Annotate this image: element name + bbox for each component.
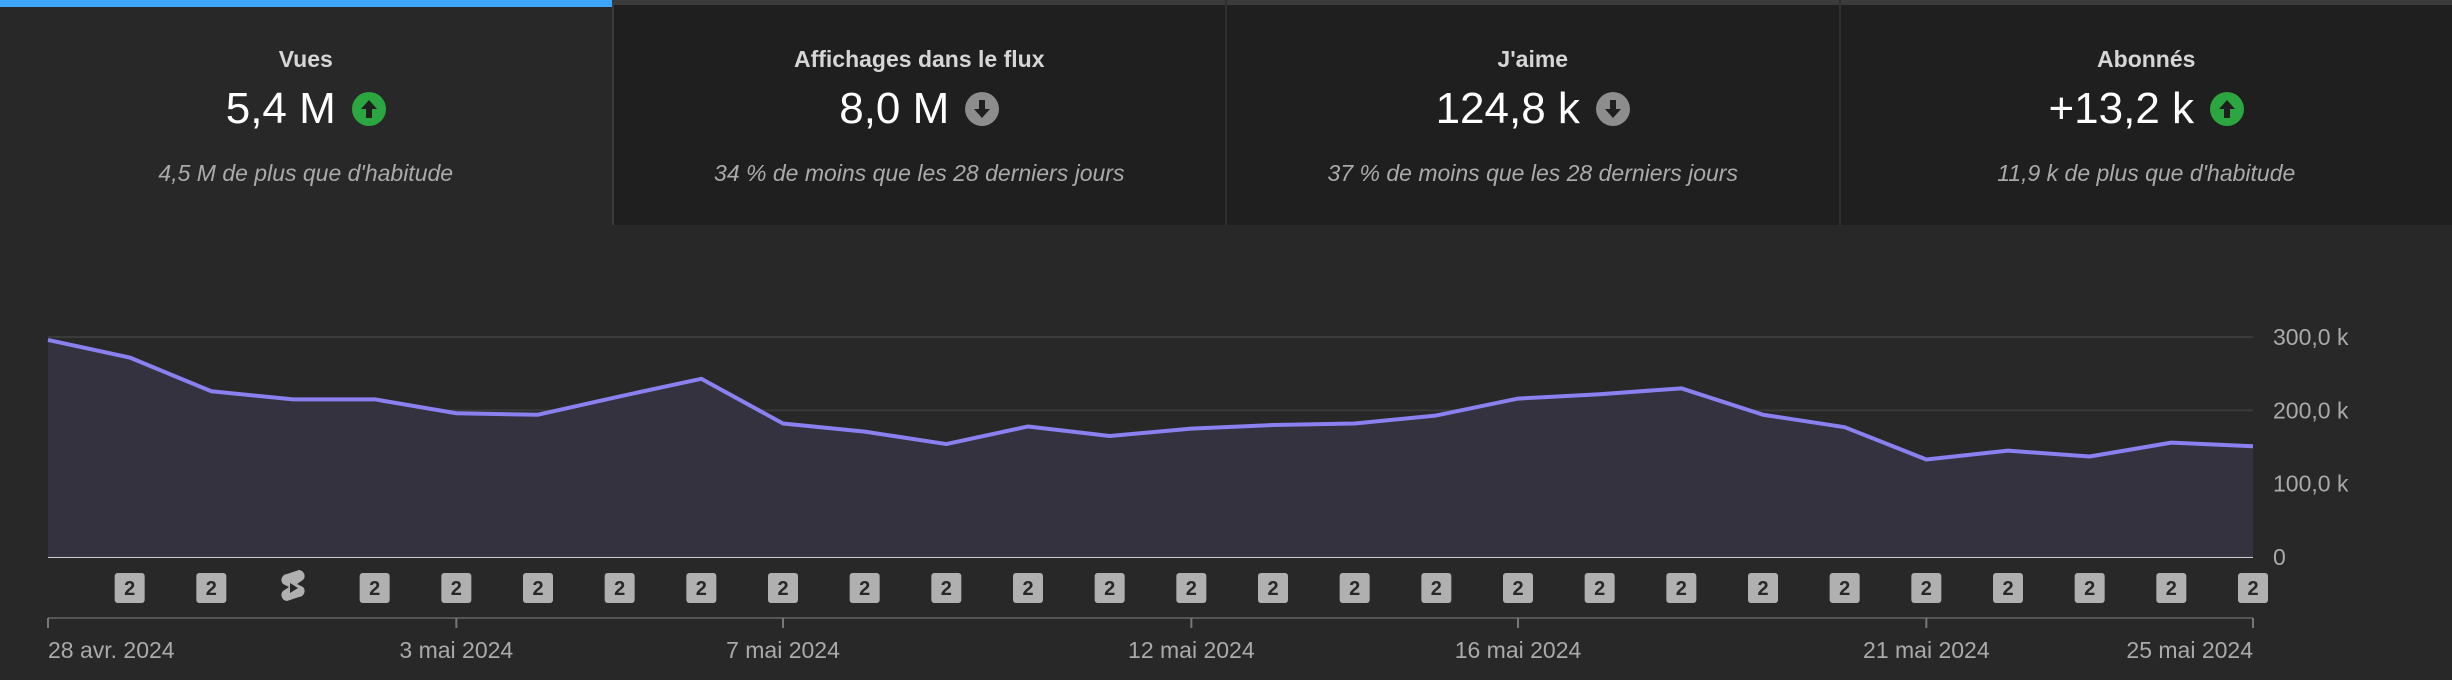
area-fill	[48, 339, 2253, 557]
metric-cards: Vues 5,4 M 4,5 M de plus que d'habitude …	[0, 0, 2452, 225]
video-marker[interactable]	[604, 573, 635, 603]
video-marker[interactable]	[849, 573, 880, 603]
metric-value: 8,0 M	[839, 84, 950, 133]
y-tick-label: 300,0 k	[2273, 324, 2349, 350]
video-marker-count: 2	[614, 578, 625, 600]
arrow-up-icon	[2210, 92, 2245, 126]
video-marker[interactable]	[1666, 573, 1697, 603]
series-line[interactable]	[47, 337, 2254, 462]
video-marker-count: 2	[451, 578, 462, 600]
video-marker-count: 2	[369, 578, 380, 600]
x-tick-label: 16 mai 2024	[1455, 637, 1582, 663]
metric-card-likes[interactable]: J'aime 124,8 k 37 % de moins que les 28 …	[1227, 0, 1841, 225]
arrow-up-icon	[351, 92, 386, 126]
video-marker[interactable]	[1339, 573, 1370, 603]
video-marker-count: 2	[2002, 578, 2013, 600]
video-marker[interactable]	[1911, 573, 1942, 603]
video-marker-count: 2	[2166, 578, 2177, 600]
video-marker-count: 2	[1921, 578, 1932, 600]
video-marker[interactable]	[1748, 573, 1778, 603]
metric-label: Abonnés	[2097, 46, 2196, 72]
video-marker[interactable]	[1993, 573, 2023, 603]
y-tick-label: 0	[2273, 544, 2286, 570]
metric-label: Vues	[278, 46, 333, 72]
video-marker-count: 2	[1349, 578, 1360, 600]
video-marker-count: 2	[777, 578, 788, 600]
video-marker-count: 2	[1839, 578, 1850, 600]
video-marker[interactable]	[1094, 573, 1125, 603]
video-marker[interactable]	[768, 573, 798, 603]
x-tick-label: 25 mai 2024	[2126, 637, 2253, 663]
metric-card-views[interactable]: Vues 5,4 M 4,5 M de plus que d'habitude	[0, 0, 614, 225]
video-marker[interactable]	[441, 573, 472, 603]
video-marker[interactable]	[523, 573, 553, 603]
video-marker-count: 2	[1757, 578, 1768, 600]
video-marker-count: 2	[1676, 578, 1687, 600]
video-marker[interactable]	[1829, 573, 1860, 603]
metric-label: J'aime	[1497, 46, 1569, 72]
video-marker[interactable]	[2238, 573, 2268, 603]
video-marker[interactable]	[931, 573, 962, 603]
video-marker-count: 2	[1186, 578, 1197, 600]
metric-value: +13,2 k	[2048, 84, 2195, 133]
x-tick-label: 21 mai 2024	[1863, 637, 1990, 663]
video-marker[interactable]	[1013, 573, 1043, 603]
y-tick-label: 100,0 k	[2273, 471, 2349, 497]
video-marker-count: 2	[2247, 578, 2258, 600]
arrow-down-icon	[965, 92, 1000, 126]
video-marker-count: 2	[1512, 578, 1523, 600]
x-tick-label: 3 mai 2024	[399, 637, 513, 663]
active-indicator	[0, 0, 612, 7]
play-icon	[290, 583, 298, 593]
arrow-down-icon	[1595, 92, 1630, 126]
video-marker-count: 2	[859, 578, 870, 600]
metric-card-subscribers[interactable]: Abonnés +13,2 k 11,9 k de plus que d'hab…	[1840, 0, 2452, 225]
video-marker[interactable]	[359, 573, 390, 603]
video-marker[interactable]	[1503, 573, 1533, 603]
video-marker-count: 2	[1594, 578, 1605, 600]
video-marker-count: 2	[124, 578, 135, 600]
video-marker[interactable]	[2156, 573, 2187, 603]
metric-label: Affichages dans le flux	[793, 46, 1045, 72]
y-tick-label: 200,0 k	[2273, 397, 2349, 423]
video-marker-count: 2	[206, 578, 217, 600]
video-marker[interactable]	[1584, 573, 1615, 603]
metric-description: 34 % de moins que les 28 derniers jours	[714, 160, 1125, 186]
metric-value: 5,4 M	[225, 84, 336, 133]
x-tick-label: 12 mai 2024	[1128, 637, 1255, 663]
video-marker-count: 2	[1104, 578, 1115, 600]
video-marker-count: 2	[2084, 578, 2095, 600]
video-marker-count: 2	[696, 578, 707, 600]
video-marker[interactable]	[1421, 573, 1452, 603]
metric-description: 37 % de moins que les 28 derniers jours	[1327, 160, 1738, 186]
video-marker[interactable]	[1176, 573, 1207, 603]
video-marker-count: 2	[532, 578, 543, 600]
video-marker[interactable]	[196, 573, 227, 603]
video-marker[interactable]	[686, 573, 717, 603]
video-marker[interactable]	[2074, 573, 2105, 603]
video-marker-count: 2	[941, 578, 952, 600]
video-marker[interactable]	[1258, 573, 1288, 603]
metric-card-feed-views[interactable]: Affichages dans le flux 8,0 M 34 % de mo…	[613, 0, 1227, 225]
x-tick-label: 28 avr. 2024	[48, 637, 175, 663]
x-tick-label: 7 mai 2024	[726, 637, 840, 663]
metric-description: 11,9 k de plus que d'habitude	[1997, 160, 2296, 186]
metric-description: 4,5 M de plus que d'habitude	[158, 160, 454, 186]
metric-value: 124,8 k	[1435, 84, 1580, 133]
video-marker[interactable]	[114, 573, 145, 603]
video-marker-count: 2	[1431, 578, 1442, 600]
video-marker-count: 2	[1022, 578, 1033, 600]
video-marker-count: 2	[1267, 578, 1278, 600]
